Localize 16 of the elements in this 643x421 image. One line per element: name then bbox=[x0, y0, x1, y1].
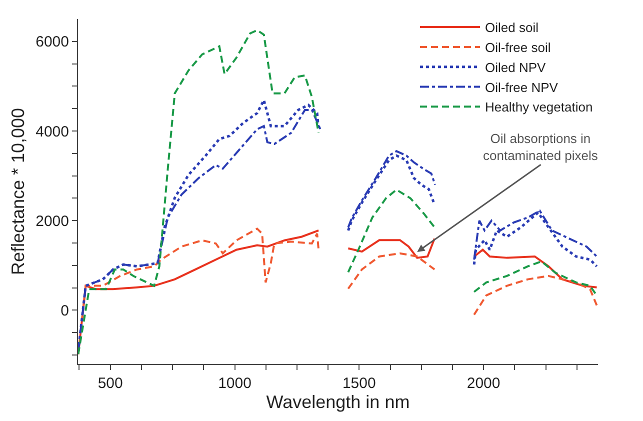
y-axis-title: Reflectance * 10,000 bbox=[8, 108, 28, 276]
x-axis-title: Wavelength in nm bbox=[266, 392, 410, 412]
y-tick-label: 4000 bbox=[36, 123, 69, 140]
annotation: Oil absorptions in contaminated pixels bbox=[483, 131, 598, 163]
x-tick-label: 1000 bbox=[218, 375, 252, 392]
legend-label: Oiled soil bbox=[485, 20, 539, 36]
x-tick-label: 500 bbox=[98, 375, 123, 392]
y-tick-label: 6000 bbox=[36, 34, 69, 51]
y-tick-label: 2000 bbox=[36, 212, 69, 230]
x-tick-label: 1500 bbox=[342, 375, 376, 392]
legend-label: Healthy vegetation bbox=[485, 100, 593, 115]
legend-label: Oil-free NPV bbox=[485, 80, 558, 95]
y-tick-label: 0 bbox=[60, 302, 69, 320]
x-tick-label: 2000 bbox=[466, 375, 500, 392]
legend-label: Oiled NPV bbox=[485, 60, 546, 75]
legend-label: Oil-free soil bbox=[485, 40, 551, 56]
